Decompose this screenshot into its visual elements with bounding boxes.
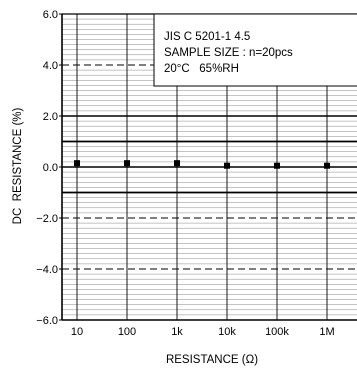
x-tick-label: 1M xyxy=(319,326,334,338)
annotation-conditions: 20°C 65%RH xyxy=(164,63,239,75)
x-tick-label: 100 xyxy=(118,326,136,338)
y-axis-title: DC RESISTANCE (%) xyxy=(12,107,24,224)
annotation-standard: JIS C 5201-1 4.5 xyxy=(164,31,250,43)
data-point xyxy=(74,160,80,167)
y-tick-label: −2.0 xyxy=(36,213,58,225)
x-tick-label: 100k xyxy=(265,326,289,338)
annotation-sample-size: SAMPLE SIZE : n=20pcs xyxy=(164,47,293,59)
x-tick-labels: 101001k10k100k1M10M xyxy=(71,326,335,338)
data-point xyxy=(124,160,130,167)
data-point xyxy=(224,162,230,169)
y-tick-label: −4.0 xyxy=(36,264,58,276)
data-point xyxy=(274,162,280,169)
data-point xyxy=(174,160,180,167)
annotation-box: JIS C 5201-1 4.5 SAMPLE SIZE : n=20pcs 2… xyxy=(153,13,357,87)
y-tick-label: 2.0 xyxy=(43,111,58,123)
y-tick-label: −6.0 xyxy=(36,315,58,327)
y-tick-label: 4.0 xyxy=(43,60,58,72)
y-tick-label: 6.0 xyxy=(43,9,58,21)
y-tick-labels: 6.0 4.0 2.0 0.0 −2.0 −4.0 −6.0 xyxy=(36,9,62,327)
x-tick-label: 10 xyxy=(71,326,83,338)
x-tick-label: 1k xyxy=(171,326,183,338)
y-tick-label: 0.0 xyxy=(43,162,58,174)
x-tick-label: 10k xyxy=(218,326,236,338)
x-axis-title: RESISTANCE (Ω) xyxy=(166,354,258,366)
markers xyxy=(74,160,330,169)
data-point xyxy=(324,162,330,169)
